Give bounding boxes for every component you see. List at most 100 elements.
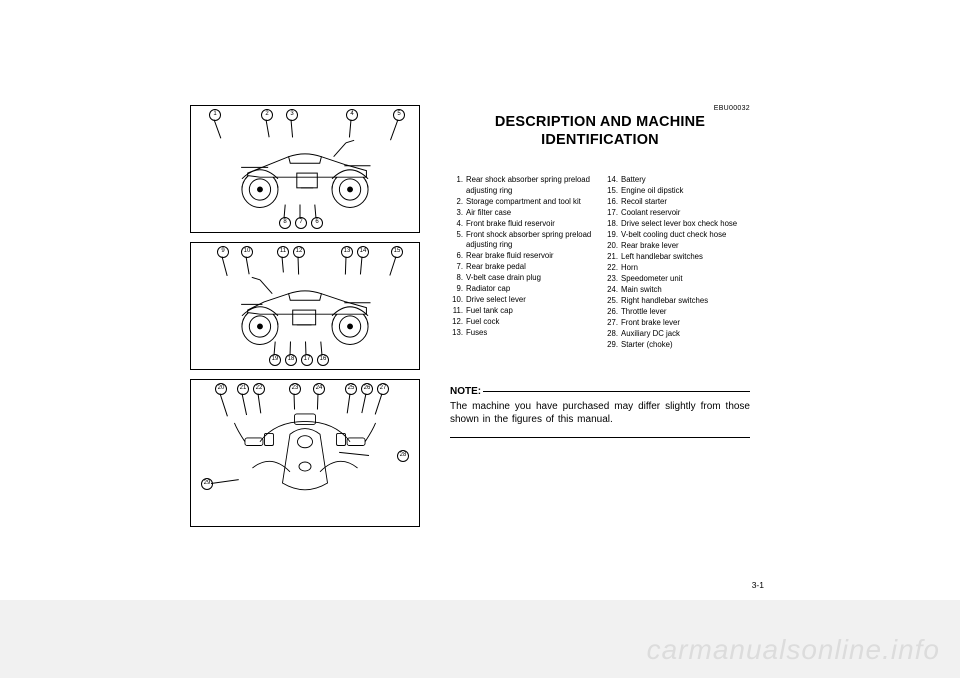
parts-list-item: 28.Auxiliary DC jack xyxy=(605,329,750,340)
text-column: EBU00032 DESCRIPTION AND MACHINE IDENTIF… xyxy=(420,105,750,585)
callout-24: 24 xyxy=(313,383,325,395)
parts-list-item: 23.Speedometer unit xyxy=(605,274,750,285)
callout-5: 5 xyxy=(393,109,405,121)
parts-list-item: 1.Rear shock absorber spring preload adj… xyxy=(450,175,595,196)
leader xyxy=(294,393,296,409)
leader xyxy=(300,205,301,219)
diagram-column: 1 2 3 4 5 8 7 6 xyxy=(190,105,420,585)
parts-item-number: 7. xyxy=(450,262,466,273)
parts-item-text: Horn xyxy=(621,263,750,274)
atv-side-illustration-2 xyxy=(214,265,396,347)
parts-item-number: 22. xyxy=(605,263,621,274)
parts-item-text: Right handlebar switches xyxy=(621,296,750,307)
parts-item-text: Rear brake pedal xyxy=(466,262,595,273)
parts-item-number: 11. xyxy=(450,306,466,317)
parts-list-item: 29.Starter (choke) xyxy=(605,340,750,351)
parts-item-number: 15. xyxy=(605,186,621,197)
parts-item-number: 28. xyxy=(605,329,621,340)
parts-item-number: 16. xyxy=(605,197,621,208)
document-id: EBU00032 xyxy=(450,105,750,112)
callout-23: 23 xyxy=(289,383,301,395)
callout-9: 9 xyxy=(217,246,229,258)
parts-list-item: 15.Engine oil dipstick xyxy=(605,186,750,197)
parts-item-text: Speedometer unit xyxy=(621,274,750,285)
parts-item-text: Rear brake lever xyxy=(621,241,750,252)
parts-item-number: 5. xyxy=(450,230,466,251)
parts-item-text: Starter (choke) xyxy=(621,340,750,351)
callout-20: 20 xyxy=(215,383,227,395)
parts-item-text: Throttle lever xyxy=(621,307,750,318)
parts-item-number: 23. xyxy=(605,274,621,285)
parts-list-item: 25.Right handlebar switches xyxy=(605,296,750,307)
callout-21: 21 xyxy=(237,383,249,395)
parts-list-item: 6.Rear brake fluid reservoir xyxy=(450,251,595,262)
parts-item-number: 6. xyxy=(450,251,466,262)
parts-item-text: Battery xyxy=(621,175,750,186)
parts-list-item: 10.Drive select lever xyxy=(450,295,595,306)
parts-list-item: 27.Front brake lever xyxy=(605,318,750,329)
note-rule-bottom xyxy=(450,437,750,438)
callout-13: 13 xyxy=(341,246,353,258)
parts-item-text: Front shock absorber spring preload adju… xyxy=(466,230,595,251)
parts-item-number: 26. xyxy=(605,307,621,318)
parts-list-item: 3.Air filter case xyxy=(450,208,595,219)
note-rule-top xyxy=(483,391,750,392)
callout-19: 19 xyxy=(269,354,281,366)
parts-item-number: 10. xyxy=(450,295,466,306)
parts-item-text: Engine oil dipstick xyxy=(621,186,750,197)
parts-item-number: 2. xyxy=(450,197,466,208)
parts-item-text: Air filter case xyxy=(466,208,595,219)
parts-list-item: 16.Recoil starter xyxy=(605,197,750,208)
diagram-panel-3: 20 21 22 23 24 25 26 27 28 29 xyxy=(190,379,420,527)
parts-list-item: 20.Rear brake lever xyxy=(605,241,750,252)
handlebar-illustration xyxy=(218,400,391,505)
callout-8: 8 xyxy=(279,217,291,229)
parts-item-text: V-belt cooling duct check hose xyxy=(621,230,750,241)
parts-item-text: Rear shock absorber spring preload adjus… xyxy=(466,175,595,196)
parts-list-item: 9.Radiator cap xyxy=(450,284,595,295)
parts-list-item: 8.V-belt case drain plug xyxy=(450,273,595,284)
parts-list-item: 26.Throttle lever xyxy=(605,307,750,318)
callout-10: 10 xyxy=(241,246,253,258)
parts-list-item: 14.Battery xyxy=(605,175,750,186)
parts-item-text: Main switch xyxy=(621,285,750,296)
callout-15: 15 xyxy=(391,246,403,258)
parts-item-number: 27. xyxy=(605,318,621,329)
parts-item-text: V-belt case drain plug xyxy=(466,273,595,284)
parts-list-item: 19.V-belt cooling duct check hose xyxy=(605,230,750,241)
parts-list-item: 11.Fuel tank cap xyxy=(450,306,595,317)
parts-item-text: Auxiliary DC jack xyxy=(621,329,750,340)
parts-item-number: 14. xyxy=(605,175,621,186)
parts-item-text: Fuel cock xyxy=(466,317,595,328)
parts-item-number: 3. xyxy=(450,208,466,219)
watermark: carmanualsonline.info xyxy=(647,634,940,666)
parts-item-number: 21. xyxy=(605,252,621,263)
parts-list-item: 22.Horn xyxy=(605,263,750,274)
content-area: 1 2 3 4 5 8 7 6 xyxy=(190,105,770,585)
parts-list-item: 2.Storage compartment and tool kit xyxy=(450,197,595,208)
parts-list-item: 7.Rear brake pedal xyxy=(450,262,595,273)
title-line-1: DESCRIPTION AND MACHINE xyxy=(495,114,705,130)
page-title: DESCRIPTION AND MACHINE IDENTIFICATION xyxy=(450,113,750,149)
parts-item-number: 25. xyxy=(605,296,621,307)
parts-item-text: Drive select lever box check hose xyxy=(621,219,750,230)
parts-item-number: 8. xyxy=(450,273,466,284)
callout-7: 7 xyxy=(295,217,307,229)
callout-4: 4 xyxy=(346,109,358,121)
parts-item-number: 20. xyxy=(605,241,621,252)
callout-18: 18 xyxy=(285,354,297,366)
parts-item-text: Storage compartment and tool kit xyxy=(466,197,595,208)
parts-item-number: 18. xyxy=(605,219,621,230)
diagram-panel-1: 1 2 3 4 5 8 7 6 xyxy=(190,105,420,233)
parts-list-item: 13.Fuses xyxy=(450,328,595,339)
page-number: 3-1 xyxy=(752,580,764,590)
parts-item-text: Left handlebar switches xyxy=(621,252,750,263)
parts-item-number: 29. xyxy=(605,340,621,351)
callout-25: 25 xyxy=(345,383,357,395)
parts-item-text: Fuel tank cap xyxy=(466,306,595,317)
page: 1 2 3 4 5 8 7 6 xyxy=(0,0,960,678)
parts-list-item: 17.Coolant reservoir xyxy=(605,208,750,219)
parts-item-text: Coolant reservoir xyxy=(621,208,750,219)
parts-item-text: Drive select lever xyxy=(466,295,595,306)
callout-29: 29 xyxy=(201,478,213,490)
